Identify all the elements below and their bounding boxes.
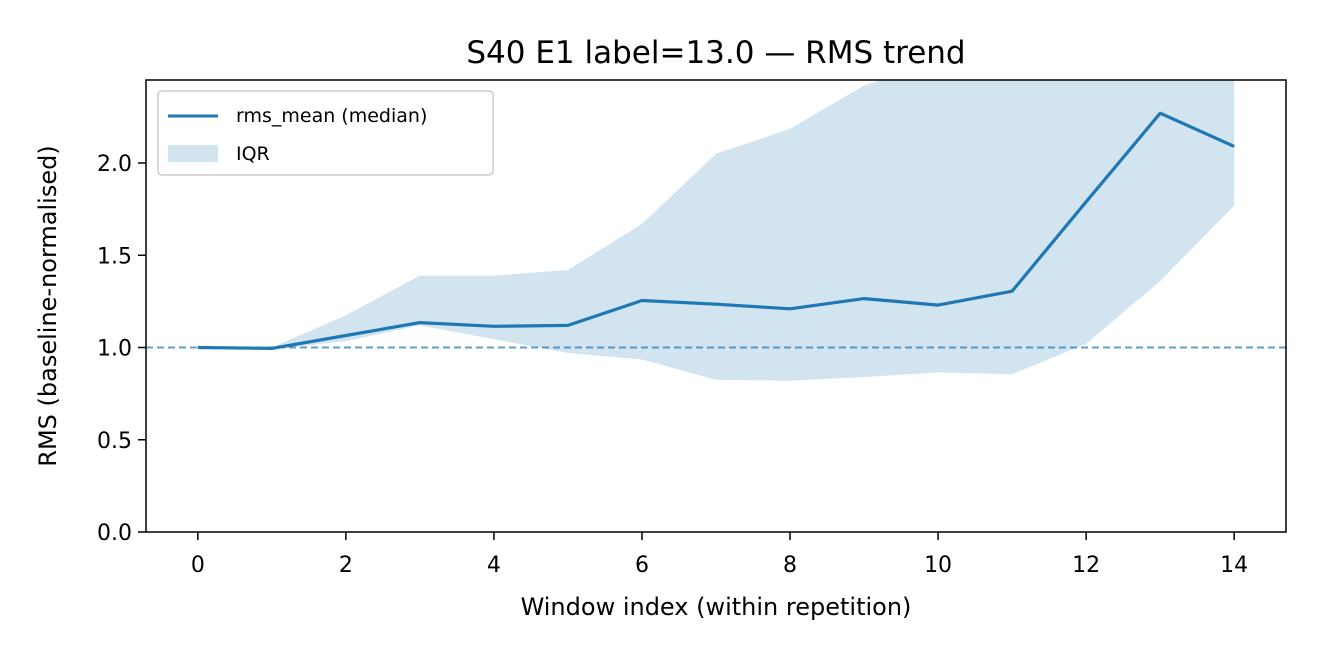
x-tick-label: 12 [1072,553,1100,578]
legend-label-median: rms_mean (median) [236,105,427,127]
y-tick-label: 2.0 [97,152,132,177]
x-axis-ticks: 0 2 4 6 8 10 12 14 [191,532,1248,578]
y-tick-label: 1.0 [97,337,132,362]
y-tick-label: 0.5 [97,429,132,454]
iqr-band [197,80,1235,381]
x-tick-label: 10 [924,553,952,578]
x-axis-label: Window index (within repetition) [521,593,912,621]
legend-swatch-iqr [168,145,218,162]
legend: rms_mean (median) IQR [157,90,494,176]
chart-title: S40 E1 label=13.0 — RMS trend [466,35,965,71]
legend-box [157,90,494,176]
iqr-band-layer [197,80,1235,381]
median-line-layer [197,111,1235,350]
y-axis-label: RMS (baseline-normalised) [34,145,62,466]
legend-label-iqr: IQR [236,143,270,165]
x-tick-label: 14 [1220,553,1248,578]
x-tick-label: 4 [487,553,501,578]
x-tick-label: 8 [783,553,797,578]
y-axis-ticks: 0.0 0.5 1.0 1.5 2.0 [97,152,146,546]
x-tick-label: 0 [191,553,205,578]
median-line [197,111,1235,350]
y-tick-label: 1.5 [97,244,132,269]
y-tick-label: 0.0 [97,521,132,546]
x-tick-label: 2 [339,553,353,578]
x-tick-label: 6 [635,553,649,578]
plot-frame [145,79,1287,533]
